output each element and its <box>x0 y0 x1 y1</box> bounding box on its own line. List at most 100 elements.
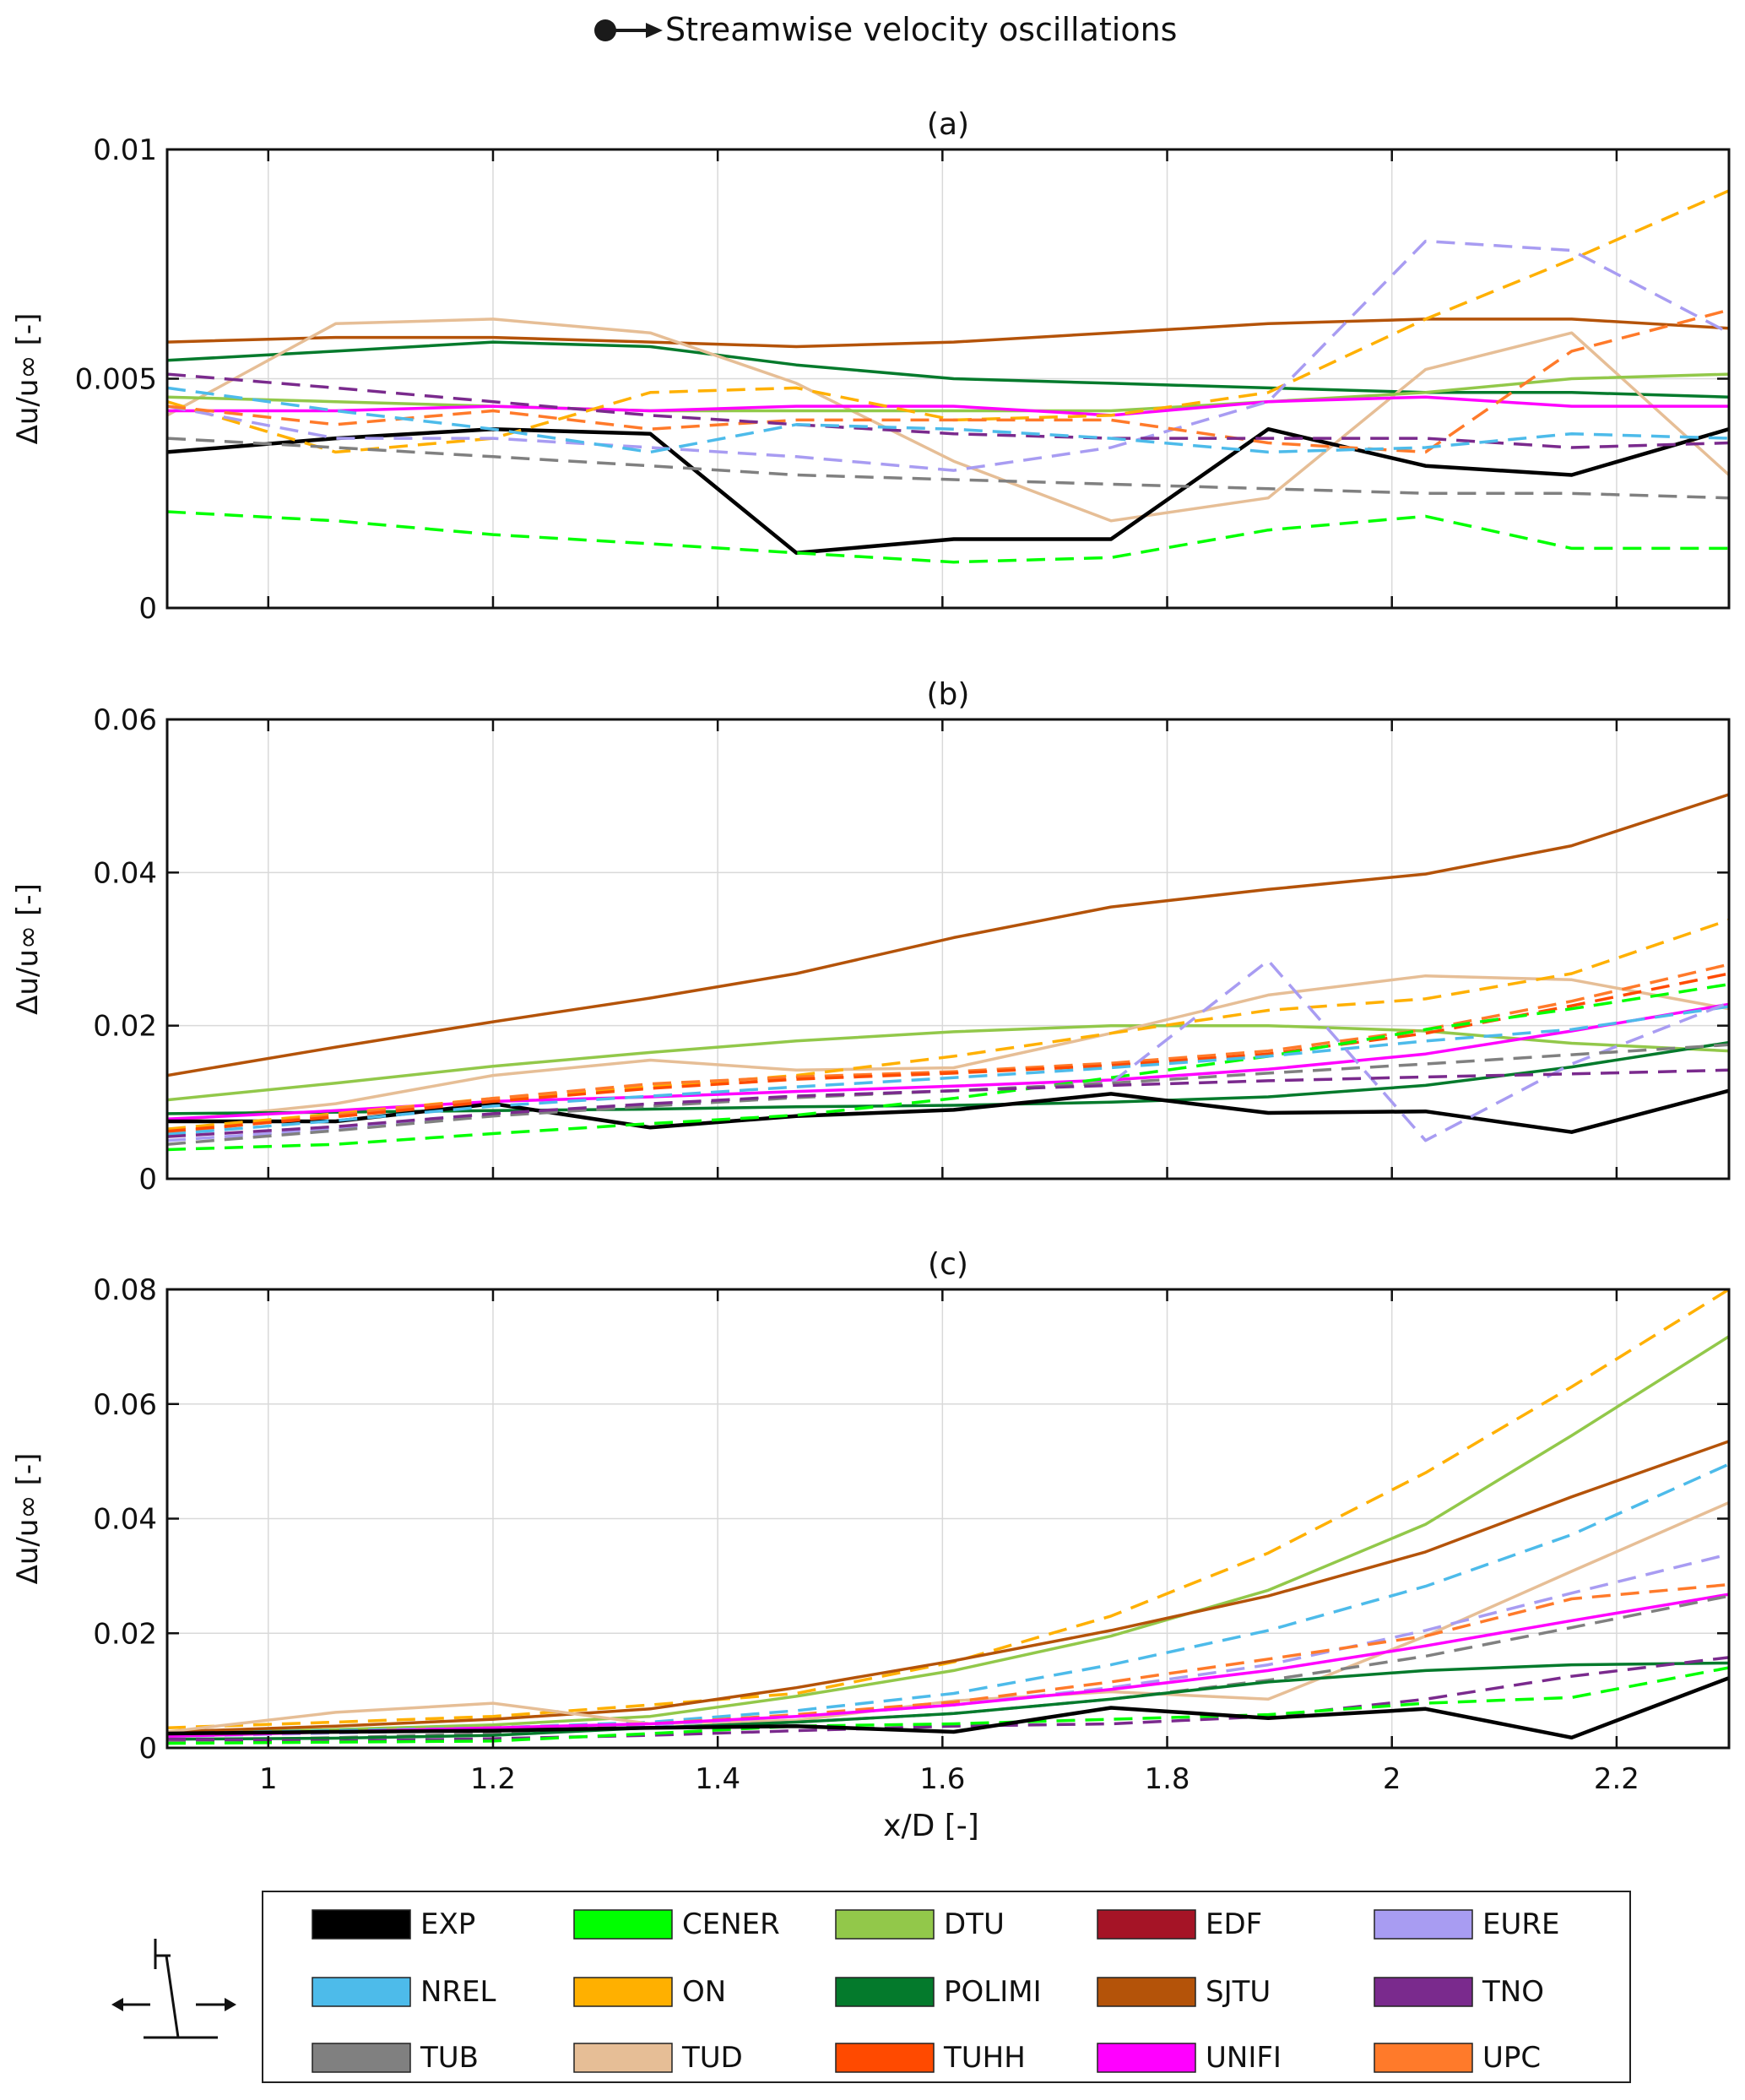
legend-label: TUHH <box>943 2041 1026 2075</box>
legend-item-eure: EURE <box>1374 1907 1559 1941</box>
legend-item-tno: TNO <box>1374 1975 1544 2009</box>
legend-swatch <box>573 2043 673 2073</box>
series-line-cener <box>167 982 1729 1152</box>
legend-label: ON <box>682 1975 726 2009</box>
series-line-tub <box>167 1043 1729 1146</box>
legend-item-nrel: NREL <box>312 1975 496 2009</box>
legend-item-exp: EXP <box>312 1907 475 1941</box>
series-line-tub <box>167 437 1729 500</box>
y-tick-label: 0 <box>138 592 157 626</box>
legend-swatch <box>1097 1909 1196 1940</box>
y-tick-label: 0.08 <box>93 1273 157 1307</box>
legend-swatch <box>1374 1977 1473 2007</box>
legend-label: EDF <box>1206 1907 1262 1941</box>
legend-item-tud: TUD <box>573 2041 743 2075</box>
legend-swatch <box>1097 1977 1196 2007</box>
legend-item-cener: CENER <box>573 1907 780 1941</box>
legend-swatch <box>1374 2043 1473 2073</box>
series-line-nrel <box>167 386 1729 454</box>
x-tick-label: 1 <box>259 1762 278 1796</box>
legend-swatch <box>835 1977 935 2007</box>
y-tick-label: 0.01 <box>93 133 157 167</box>
legend-label: EXP <box>420 1907 475 1941</box>
legend-label: UPC <box>1482 2041 1541 2075</box>
series-line-sjtu <box>167 317 1729 349</box>
series-line-cener <box>167 1666 1729 1745</box>
x-tick-label: 1.4 <box>695 1762 740 1796</box>
series-line-tuhh <box>167 972 1729 1133</box>
series-line-nrel <box>167 1462 1729 1735</box>
legend-label: TUB <box>420 2041 479 2075</box>
legend-label: TUD <box>681 2041 743 2075</box>
x-tick-label: 1.2 <box>470 1762 516 1796</box>
series-line-cener <box>167 510 1729 564</box>
series-line-upc <box>167 963 1729 1135</box>
y-axis-label: Δu/u∞ [-] <box>11 1453 45 1585</box>
y-tick-label: 0.04 <box>93 1503 157 1537</box>
y-axis-label: Δu/u∞ [-] <box>11 883 45 1015</box>
x-tick-label: 1.8 <box>1144 1762 1190 1796</box>
legend-item-sjtu: SJTU <box>1097 1975 1271 2009</box>
series-line-tno <box>167 372 1729 449</box>
x-tick-label: 2 <box>1383 1762 1401 1796</box>
legend-swatch <box>835 1909 935 1940</box>
series-group <box>167 1289 1729 1745</box>
y-tick-label: 0.06 <box>93 1388 157 1422</box>
legend-label: CENER <box>682 1907 780 1941</box>
legend-swatch <box>1097 2043 1196 2073</box>
chart-panel-2: (b) 0 0.02 0.04 0.06 Δu/u∞ [-] <box>11 677 1731 1197</box>
legend-item-dtu: DTU <box>835 1907 1005 1941</box>
series-line-exp <box>167 426 1729 556</box>
legend-swatch <box>312 2043 411 2073</box>
panel-title: (a) <box>927 107 969 142</box>
series-line-polimi <box>167 340 1729 399</box>
series-line-upc <box>167 308 1729 454</box>
figure-title: Streamwise velocity oscillations <box>665 11 1177 48</box>
legend-label: UNIFI <box>1206 2041 1282 2075</box>
plot-frame <box>165 718 1731 1180</box>
chart-panels: (a) 0 0.005 0.01 Δu/u∞ [-] (b) 0 0.02 0.04 0.06 Δu… <box>11 107 1731 1796</box>
legend-item-polimi: POLIMI <box>835 1975 1042 2009</box>
header-arrow-icon <box>646 23 663 38</box>
legend-label: EURE <box>1482 1907 1559 1941</box>
series-line-unifi <box>167 1593 1729 1739</box>
chart-panel-3: (c) 0 0.02 0.04 0.06 0.08 Δu/u∞ [-] 1 1.2 1.4 1.6 1… <box>11 1247 1731 1796</box>
x-tick-label: 2.2 <box>1594 1762 1639 1796</box>
series-group <box>167 189 1729 564</box>
series-line-nrel <box>167 1005 1729 1137</box>
legend-swatch <box>312 1977 411 2007</box>
series-line-unifi <box>167 395 1729 417</box>
chart-panel-1: (a) 0 0.005 0.01 Δu/u∞ [-] <box>11 107 1731 626</box>
x-tick-label: 1.6 <box>919 1762 965 1796</box>
legend-label: POLIMI <box>944 1975 1042 2009</box>
y-tick-label: 0 <box>138 1732 157 1766</box>
series-line-exp <box>167 1676 1729 1740</box>
legend-swatch <box>835 2043 935 2073</box>
series-line-tud <box>167 974 1729 1123</box>
y-tick-label: 0 <box>138 1163 157 1197</box>
y-tick-label: 0.005 <box>75 363 157 397</box>
y-tick-label: 0.04 <box>93 856 157 890</box>
series-line-tno <box>167 1656 1729 1743</box>
series-line-sjtu <box>167 793 1729 1077</box>
legend-swatch <box>573 1909 673 1940</box>
legend-label: NREL <box>420 1975 496 2009</box>
y-tick-label: 0.06 <box>93 703 157 737</box>
series-line-dtu <box>167 1335 1729 1735</box>
y-axis-label: Δu/u∞ [-] <box>11 313 45 445</box>
legend-item-upc: UPC <box>1374 2041 1541 2075</box>
panel-title: (c) <box>928 1247 968 1282</box>
legend-item-tub: TUB <box>312 2041 479 2075</box>
legend-label: SJTU <box>1206 1975 1271 2009</box>
legend-item-unifi: UNIFI <box>1097 2041 1282 2075</box>
turbine-diagram-icon <box>111 1939 236 2039</box>
legend: EXP CENER DTU EDF EURE NREL ON POLIMI SJTU TNO TUB… <box>262 1891 1631 2083</box>
legend-label: TNO <box>1482 1975 1544 2009</box>
x-axis-label: x/D [-] <box>883 1809 979 1843</box>
series-line-tno <box>167 1068 1729 1138</box>
series-line-polimi <box>167 1661 1729 1741</box>
series-line-eure <box>167 239 1729 472</box>
header-marker-icon <box>594 19 616 41</box>
